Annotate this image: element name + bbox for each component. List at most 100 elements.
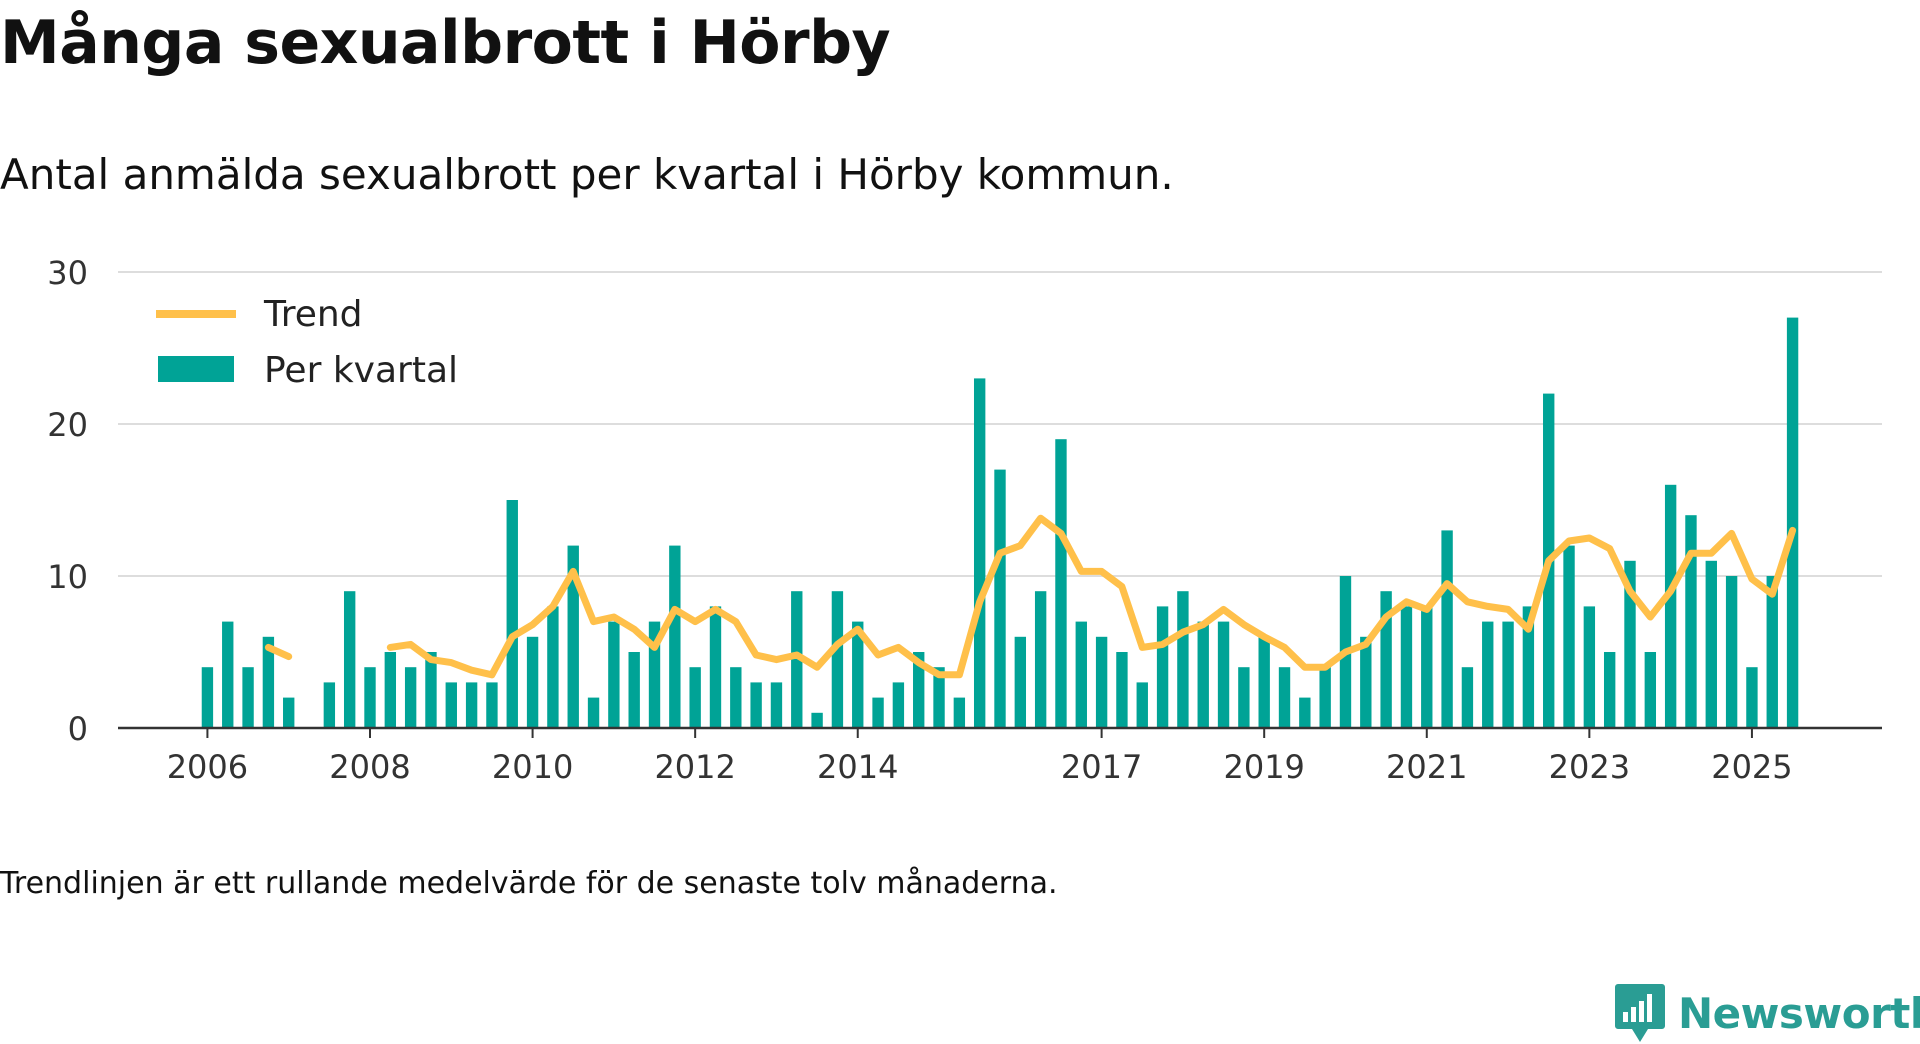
bar [852, 621, 864, 728]
bar [689, 667, 701, 728]
bar [669, 545, 681, 728]
bar-series-per-kvartal [201, 317, 1799, 728]
x-tick-label: 2019 [1223, 748, 1304, 786]
bar [872, 697, 884, 728]
bar [262, 636, 275, 728]
bar [933, 667, 945, 728]
bar [1725, 576, 1738, 728]
bar [587, 697, 600, 728]
line-series-trend [264, 514, 1797, 679]
bar [1502, 621, 1514, 728]
legend-trend-label: Trend [263, 294, 363, 335]
y-tick-label: 30 [47, 254, 88, 292]
chart-subtitle: Antal anmälda sexualbrott per kvartal i … [0, 150, 1174, 199]
bar [973, 378, 986, 728]
bar [283, 697, 295, 728]
bar [831, 591, 844, 728]
bar [1441, 530, 1453, 728]
bar [730, 667, 742, 728]
x-tick-label: 2021 [1386, 748, 1467, 786]
bar [1360, 636, 1372, 728]
bar [1116, 652, 1128, 728]
bar [384, 652, 397, 728]
bar [567, 545, 579, 728]
bar [608, 621, 620, 728]
chart-title: Många sexualbrott i Hörby [0, 8, 891, 78]
bar [1421, 606, 1433, 728]
bar [547, 606, 559, 728]
y-tick-label: 10 [47, 558, 88, 596]
bar [1319, 667, 1331, 728]
bar [1278, 667, 1291, 728]
bar [1563, 545, 1575, 728]
bar [1766, 576, 1778, 728]
newsworthy-brand[interactable]: Newsworthy [1614, 982, 1920, 1044]
bar [791, 591, 803, 728]
x-tick-label: 2006 [167, 748, 248, 786]
bar [425, 652, 437, 728]
bar [1034, 591, 1047, 728]
y-tick-label: 20 [47, 406, 88, 444]
bar [892, 682, 905, 728]
bar [1258, 636, 1270, 728]
bar [913, 652, 925, 728]
bar [1685, 515, 1697, 728]
bar [1217, 621, 1230, 728]
bar [1644, 652, 1657, 728]
bar [709, 606, 722, 728]
x-tick-label: 2012 [654, 748, 735, 786]
bar [1380, 591, 1392, 728]
bar [1400, 606, 1413, 728]
bar [1095, 636, 1108, 728]
trend-line [264, 514, 1797, 679]
bar [994, 469, 1006, 728]
bar [750, 682, 762, 728]
bar [323, 682, 336, 728]
y-axis: 0 10 20 30 [47, 254, 88, 748]
x-tick-label: 2010 [492, 748, 573, 786]
bar [364, 667, 376, 728]
bar [1664, 484, 1677, 728]
bar [201, 667, 214, 728]
bar [506, 500, 518, 728]
bar [1136, 682, 1148, 728]
bar [1482, 621, 1494, 728]
x-tick-label: 2023 [1549, 748, 1630, 786]
bar [1786, 317, 1799, 728]
bar [953, 697, 966, 728]
bar [343, 591, 356, 728]
x-tick-label: 2025 [1711, 748, 1792, 786]
bar [1055, 439, 1067, 728]
bar [1583, 606, 1596, 728]
bar [404, 667, 417, 728]
bar [628, 652, 640, 728]
brand-name: Newsworthy [1678, 988, 1920, 1038]
newsworthy-logo-icon [1615, 984, 1665, 1042]
bar [445, 682, 457, 728]
bar [1238, 667, 1250, 728]
bar [648, 621, 661, 728]
bar [1624, 560, 1636, 728]
x-tick-label: 2008 [329, 748, 410, 786]
bar [465, 682, 478, 728]
bar [1197, 621, 1209, 728]
bar [1075, 621, 1087, 728]
footnote: Trendlinjen är ett rullande medelvärde f… [0, 866, 1058, 901]
x-axis: 2006 2008 2010 2012 2014 2017 2019 2021 2023 2025 [118, 726, 1882, 786]
bar [1156, 606, 1169, 728]
bar [1746, 667, 1758, 728]
bar [1705, 560, 1717, 728]
legend: Trend Per kvartal [156, 294, 458, 391]
bar [1299, 697, 1311, 728]
legend-bar-label: Per kvartal [264, 350, 458, 391]
legend-bar-swatch [158, 356, 234, 382]
y-tick-label: 0 [68, 710, 88, 748]
bar [526, 636, 539, 728]
bar [770, 682, 783, 728]
bar [242, 667, 254, 728]
bar [1461, 667, 1474, 728]
x-tick-label: 2014 [817, 748, 898, 786]
bar [1522, 606, 1535, 728]
bar [1014, 636, 1027, 728]
